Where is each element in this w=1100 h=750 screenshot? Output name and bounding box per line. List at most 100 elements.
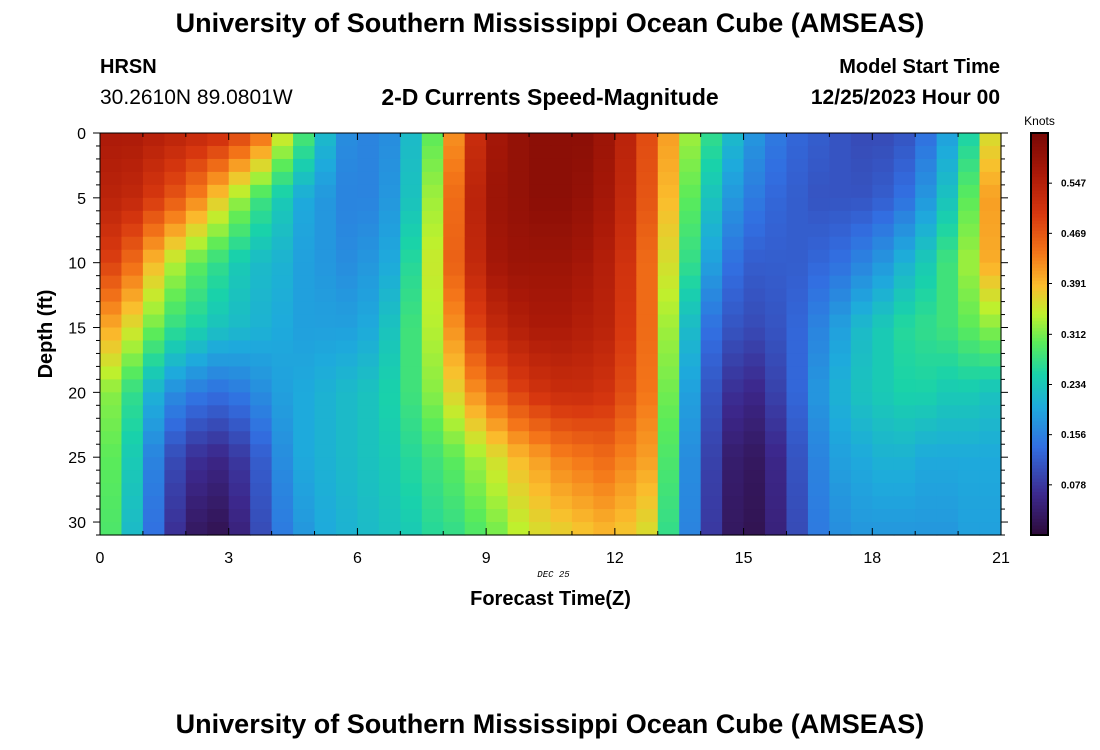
heatmap-cell [207, 275, 230, 290]
heatmap-cell [936, 392, 959, 406]
heatmap-cell [743, 340, 766, 355]
heatmap-cell [829, 470, 852, 484]
heatmap-cell [142, 470, 165, 484]
heatmap-cell [593, 236, 616, 251]
heatmap-cell [443, 288, 466, 303]
heatmap-cell [207, 197, 230, 212]
heatmap-cell [915, 353, 938, 368]
heatmap-cell [765, 457, 788, 471]
heatmap-cell [378, 509, 401, 523]
heatmap-cell [679, 379, 702, 393]
colorbar-segment [1031, 176, 1048, 181]
heatmap-cell [657, 171, 680, 186]
heatmap-cell [142, 197, 165, 212]
heatmap-cell [657, 288, 680, 303]
heatmap-cell [228, 405, 251, 419]
heatmap-cell [593, 133, 616, 147]
colorbar-segment [1031, 474, 1048, 479]
colorbar-segment [1031, 139, 1048, 144]
heatmap-cell [979, 483, 1002, 497]
heatmap-cell [786, 158, 809, 173]
heatmap-cell [979, 327, 1002, 342]
heatmap-cell [614, 457, 637, 471]
colorbar-segment [1031, 494, 1048, 499]
heatmap-cell [614, 158, 637, 173]
heatmap-cell [314, 133, 337, 147]
colorbar-segment [1031, 270, 1048, 275]
heatmap-cell [636, 483, 659, 497]
heatmap-cell [936, 366, 959, 380]
heatmap-cell [700, 431, 723, 445]
heatmap-cell [614, 431, 637, 445]
heatmap-cell [636, 509, 659, 523]
heatmap-cell [765, 314, 788, 329]
heatmap-cell [850, 405, 873, 419]
heatmap-cell [936, 379, 959, 393]
heatmap-cell [700, 275, 723, 290]
heatmap-cell [893, 509, 916, 523]
heatmap-cell [164, 184, 187, 199]
heatmap-cell [829, 496, 852, 510]
heatmap-cell [228, 392, 251, 406]
heatmap-cell [765, 223, 788, 238]
heatmap-cell [807, 444, 830, 458]
heatmap-cell [743, 301, 766, 316]
heatmap-cell [636, 522, 659, 536]
heatmap-cell [915, 496, 938, 510]
heatmap-cell [142, 483, 165, 497]
heatmap-cell [786, 288, 809, 303]
heatmap-cell [829, 171, 852, 186]
heatmap-cell [335, 223, 359, 238]
heatmap-cell [657, 483, 680, 497]
y-axis-label: Depth (ft) [35, 290, 57, 379]
heatmap-cell [228, 184, 251, 199]
colorbar-segment [1031, 310, 1048, 315]
heatmap-cell [657, 223, 680, 238]
heatmap-cell [142, 171, 165, 186]
heatmap-cell [357, 522, 380, 536]
heatmap-cell [464, 145, 487, 160]
heatmap-cell [743, 431, 766, 445]
heatmap-cell [185, 288, 208, 303]
heatmap-cell [571, 379, 594, 393]
heatmap-cell [550, 145, 573, 160]
heatmap-cell [593, 444, 616, 458]
heatmap-cell [679, 327, 702, 342]
heatmap-cell [700, 210, 723, 225]
heatmap-cell [550, 431, 573, 445]
heatmap-cell [421, 275, 444, 290]
colorbar-segment [1031, 243, 1048, 248]
heatmap-cell [271, 457, 294, 471]
heatmap-cell [958, 288, 981, 303]
heatmap-cell [807, 509, 830, 523]
heatmap-cell [293, 366, 316, 380]
heatmap-cell [228, 431, 251, 445]
heatmap-cell [250, 145, 273, 160]
heatmap-cell [722, 275, 745, 290]
heatmap-cell [979, 145, 1002, 160]
station-coordinates: 30.2610N 89.0801W [100, 86, 293, 109]
heatmap-cell [250, 327, 273, 342]
heatmap-cell [271, 301, 294, 316]
heatmap-cell [335, 470, 359, 484]
heatmap-cell [657, 262, 680, 277]
heatmap-cell [807, 197, 830, 212]
heatmap-cell [743, 197, 766, 212]
heatmap-cell [936, 133, 959, 147]
heatmap-cell [636, 353, 659, 368]
heatmap-cell [421, 457, 444, 471]
heatmap-cell [421, 340, 444, 355]
heatmap-cell [314, 223, 337, 238]
heatmap-cell [271, 366, 294, 380]
heatmap-cell [486, 379, 509, 393]
heatmap-cell [786, 314, 809, 329]
heatmap-cell [400, 405, 423, 419]
heatmap-cell [228, 509, 251, 523]
heatmap-cell [207, 392, 230, 406]
heatmap-cell [400, 249, 423, 264]
heatmap-cell [142, 340, 165, 355]
heatmap-cell [807, 483, 830, 497]
heatmap-cell [743, 314, 766, 329]
heatmap-cell [464, 431, 487, 445]
heatmap-cell [722, 522, 745, 536]
